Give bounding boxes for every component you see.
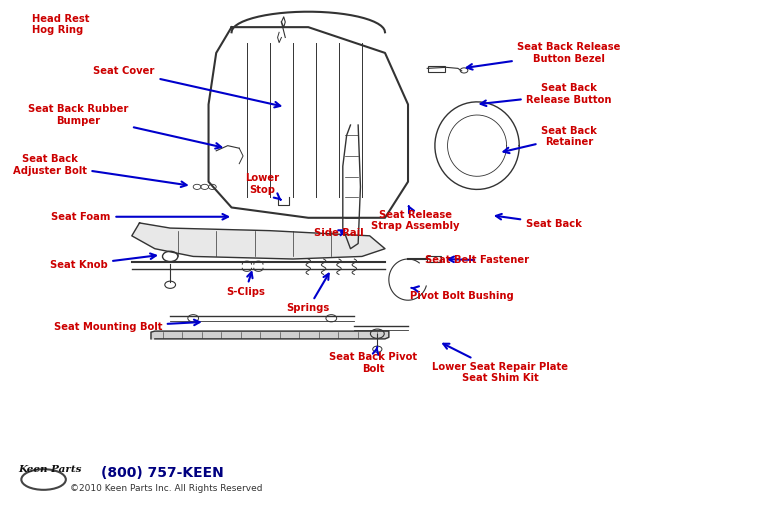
Text: Seat Foam: Seat Foam	[52, 212, 228, 222]
Text: Keen Parts: Keen Parts	[18, 465, 82, 473]
Polygon shape	[132, 223, 385, 259]
Text: Lower Seat Repair Plate
Seat Shim Kit: Lower Seat Repair Plate Seat Shim Kit	[432, 344, 568, 383]
Text: Seat Back Pivot
Bolt: Seat Back Pivot Bolt	[330, 347, 417, 374]
Text: Seat Belt Fastener: Seat Belt Fastener	[425, 255, 529, 265]
Text: (800) 757-KEEN: (800) 757-KEEN	[101, 466, 224, 480]
Text: Lower
Stop: Lower Stop	[245, 174, 281, 200]
Text: Seat Release
Strap Assembly: Seat Release Strap Assembly	[371, 206, 460, 231]
Text: Seat Cover: Seat Cover	[93, 66, 280, 107]
Polygon shape	[151, 331, 389, 339]
Bar	[428, 66, 445, 72]
Text: Seat Back
Release Button: Seat Back Release Button	[480, 83, 612, 106]
Text: Seat Back
Retainer: Seat Back Retainer	[504, 125, 597, 153]
Text: Seat Back: Seat Back	[496, 214, 581, 229]
Text: S-Clips: S-Clips	[226, 272, 265, 297]
Text: Head Rest
Hog Ring: Head Rest Hog Ring	[32, 14, 89, 35]
Text: Seat Back
Adjuster Bolt: Seat Back Adjuster Bolt	[13, 154, 186, 187]
Text: Seat Back Release
Button Bezel: Seat Back Release Button Bezel	[467, 42, 621, 69]
Text: Seat Knob: Seat Knob	[50, 253, 156, 270]
Text: Pivot Bolt Bushing: Pivot Bolt Bushing	[410, 286, 514, 301]
Text: Side Rail: Side Rail	[313, 228, 363, 238]
Text: ©2010 Keen Parts Inc. All Rights Reserved: ©2010 Keen Parts Inc. All Rights Reserve…	[70, 484, 263, 493]
Bar	[427, 256, 441, 262]
Text: Seat Back Rubber
Bumper: Seat Back Rubber Bumper	[28, 104, 221, 149]
Text: Springs: Springs	[286, 274, 330, 313]
Text: Seat Mounting Bolt: Seat Mounting Bolt	[54, 320, 199, 332]
